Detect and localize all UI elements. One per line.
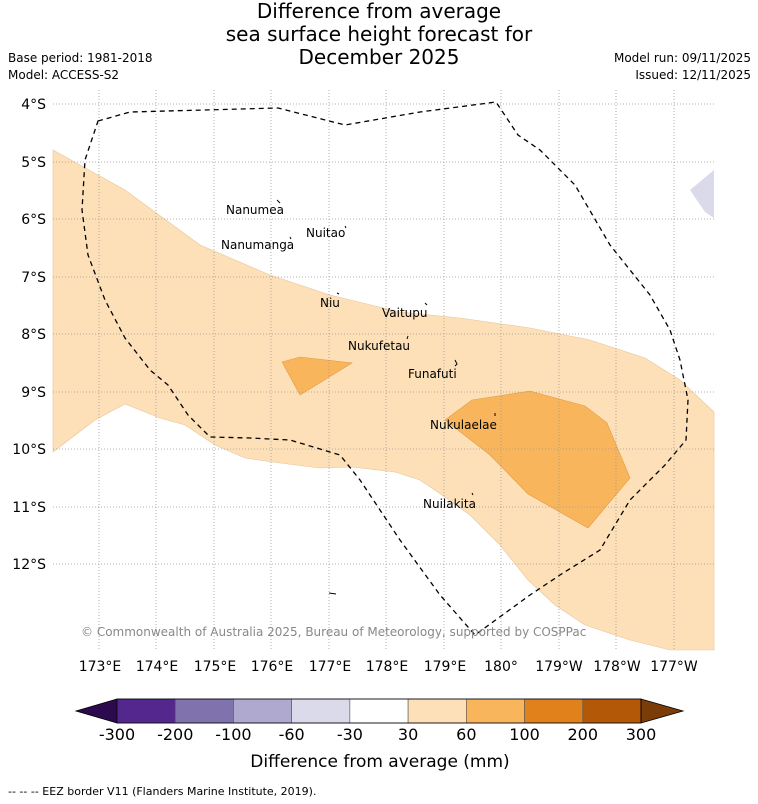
nuitao-mark <box>344 225 347 229</box>
island-label-nukulaelae: Nukulaelae <box>430 418 497 432</box>
lon-label: 178°E <box>366 659 409 675</box>
lat-label: 8°S <box>21 327 46 343</box>
anomaly-patch-60-100-east <box>444 390 631 529</box>
colorbar-bin <box>407 698 467 724</box>
colorbar-tick: -300 <box>99 725 135 744</box>
anomaly-patch-negative <box>690 170 714 218</box>
lat-axis: 4°S 5°S 6°S 7°S 8°S 9°S 10°S 11°S 12°S <box>12 97 46 573</box>
lat-label: 4°S <box>21 97 46 113</box>
anomaly-band-30-60 <box>52 149 715 651</box>
lon-label: 178°W <box>593 659 641 675</box>
colorbar: -300 -200 -100 -60 -30 30 60 100 200 300 Differen… <box>74 698 685 772</box>
colorbar-under <box>74 698 118 724</box>
island-label-nanumea: Nanumea <box>226 203 284 217</box>
island-label-funafuti: Funafuti <box>408 367 457 381</box>
title-line-1: Difference from average <box>256 0 502 23</box>
colorbar-label: Difference from average (mm) <box>250 752 509 772</box>
lat-label: 12°S <box>12 557 46 573</box>
colorbar-tick: -30 <box>337 725 363 744</box>
eez-legend: -- -- -- EEZ border V11 (Flanders Marine… <box>8 785 317 798</box>
colorbar-tick: -200 <box>157 725 193 744</box>
funafuti-mark <box>454 359 458 367</box>
lat-label: 7°S <box>21 270 46 286</box>
lon-label: 180° <box>484 659 518 675</box>
map-area: Nanumea Nuitao Nanumanga Niu Vaitupu Nuk… <box>52 90 715 651</box>
eez-border <box>81 101 689 636</box>
colorbar-tick: 200 <box>568 725 599 744</box>
lon-label: 176°E <box>251 659 294 675</box>
niu-mark <box>336 292 340 295</box>
colorbar-bin <box>349 698 409 724</box>
lon-axis: 173°E 174°E 175°E 176°E 177°E 178°E 179°… <box>79 659 698 675</box>
island-label-nukufetau: Nukufetau <box>348 339 410 353</box>
lon-label: 173°E <box>79 659 122 675</box>
colorbar-bin <box>233 698 292 724</box>
meta-right: Model run: 09/11/2025 Issued: 12/11/2025 <box>614 50 751 84</box>
lat-label: 6°S <box>21 212 46 228</box>
model-name: Model: ACCESS-S2 <box>8 68 120 82</box>
grid-lines <box>53 90 714 650</box>
title-line-3: December 2025 <box>298 45 460 69</box>
island-label-niu: Niu <box>320 296 340 310</box>
anomaly-patch-60-100-west <box>281 356 353 396</box>
colorbar-tick: 60 <box>456 725 476 744</box>
copyright-text: © Commonwealth of Australia 2025, Bureau… <box>81 625 586 639</box>
lon-label: 175°E <box>194 659 237 675</box>
colorbar-over <box>640 698 685 724</box>
base-period: Base period: 1981-2018 <box>8 51 153 65</box>
meta-left: Base period: 1981-2018 Model: ACCESS-S2 <box>8 50 153 84</box>
colorbar-tick: -60 <box>279 725 305 744</box>
title-line-2: sea surface height forecast for <box>225 22 533 46</box>
colorbar-frame <box>116 698 642 724</box>
issued-date: Issued: 12/11/2025 <box>635 68 751 82</box>
colorbar-bin <box>524 698 584 724</box>
colorbar-tick: -100 <box>215 725 251 744</box>
nanumanga-mark <box>289 236 292 240</box>
map-title: Difference from average sea surface heig… <box>0 0 758 69</box>
lon-label: 179°W <box>535 659 583 675</box>
model-run: Model run: 09/11/2025 <box>613 51 751 65</box>
colorbar-bin <box>116 698 176 724</box>
lon-label: 177°E <box>309 659 352 675</box>
nanumea-mark <box>276 199 281 204</box>
colorbar-bin <box>174 698 234 724</box>
lat-label: 5°S <box>21 155 46 171</box>
lon-label: 177°W <box>650 659 698 675</box>
lon-label: 174°E <box>136 659 179 675</box>
island-label-nuilakita: Nuilakita <box>423 497 476 511</box>
colorbar-bin <box>291 698 351 724</box>
vaitupu-mark <box>424 302 428 306</box>
colorbar-tick: 300 <box>626 725 657 744</box>
colorbar-bin <box>466 698 525 724</box>
lat-label: 9°S <box>21 385 46 401</box>
island-label-vaitupu: Vaitupu <box>382 306 428 320</box>
island-label-nuitao: Nuitao <box>306 226 345 240</box>
colorbar-tick: 30 <box>398 725 418 744</box>
lat-label: 11°S <box>12 500 46 516</box>
reef-mark <box>328 592 337 595</box>
colorbar-tick: 100 <box>509 725 540 744</box>
island-marks <box>276 199 496 595</box>
colorbar-bin <box>582 698 642 724</box>
lon-label: 179°E <box>424 659 467 675</box>
lat-label: 10°S <box>12 442 46 458</box>
nukufetau-mark <box>406 335 409 340</box>
island-label-nanumanga: Nanumanga <box>221 238 294 252</box>
nuilakita-mark <box>471 492 474 496</box>
